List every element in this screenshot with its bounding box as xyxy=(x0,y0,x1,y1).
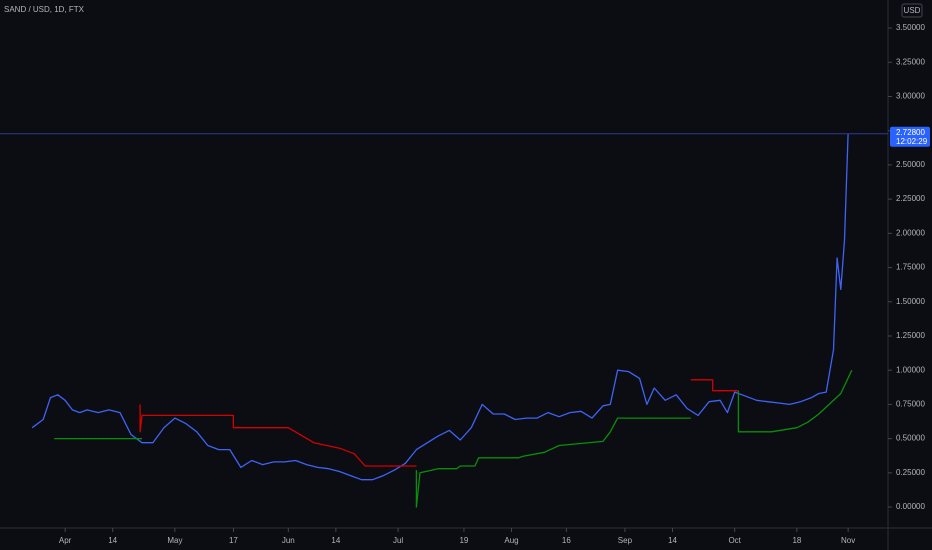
x-tick-label: Nov xyxy=(841,536,855,545)
x-tick-label: 14 xyxy=(108,536,117,545)
y-tick-label: 2.25000 xyxy=(896,194,925,203)
currency-label: USD xyxy=(904,6,921,15)
y-tick-label: 3.25000 xyxy=(896,57,925,66)
x-tick-label: 18 xyxy=(792,536,801,545)
x-tick-label: Apr xyxy=(59,536,72,545)
chart-title: SAND / USD, 1D, FTX xyxy=(4,5,85,14)
currency-box xyxy=(901,3,923,18)
x-tick-label: 17 xyxy=(229,536,238,545)
y-tick-label: 0.25000 xyxy=(896,468,925,477)
x-tick-label: 14 xyxy=(668,536,677,545)
x-tick-label: 16 xyxy=(562,536,571,545)
x-tick-label: May xyxy=(167,536,182,545)
series-line xyxy=(139,379,739,467)
y-tick-label: 3.00000 xyxy=(896,92,925,101)
y-tick-label: 1.50000 xyxy=(896,297,925,306)
series-line xyxy=(54,369,853,508)
y-tick-label: 2.00000 xyxy=(896,228,925,237)
last-price-label: 2.72800 xyxy=(896,128,925,137)
y-tick-label: 0.00000 xyxy=(896,502,925,511)
x-tick-label: Jun xyxy=(282,536,295,545)
y-tick-label: 2.50000 xyxy=(896,160,925,169)
y-tick-label: 0.75000 xyxy=(896,400,925,409)
countdown-label: 12:02:29 xyxy=(896,137,928,146)
x-tick-label: Aug xyxy=(504,536,518,545)
y-tick-label: 0.50000 xyxy=(896,434,925,443)
x-tick-label: Sep xyxy=(618,536,633,545)
y-tick-label: 1.75000 xyxy=(896,263,925,272)
y-tick-label: 3.50000 xyxy=(896,23,925,32)
x-tick-label: Oct xyxy=(728,536,741,545)
x-tick-label: 14 xyxy=(331,536,340,545)
x-tick-label: 19 xyxy=(459,536,468,545)
x-tick-label: Jul xyxy=(393,536,403,545)
y-tick-label: 1.00000 xyxy=(896,365,925,374)
y-tick-label: 1.25000 xyxy=(896,331,925,340)
last-price-box xyxy=(890,126,930,147)
